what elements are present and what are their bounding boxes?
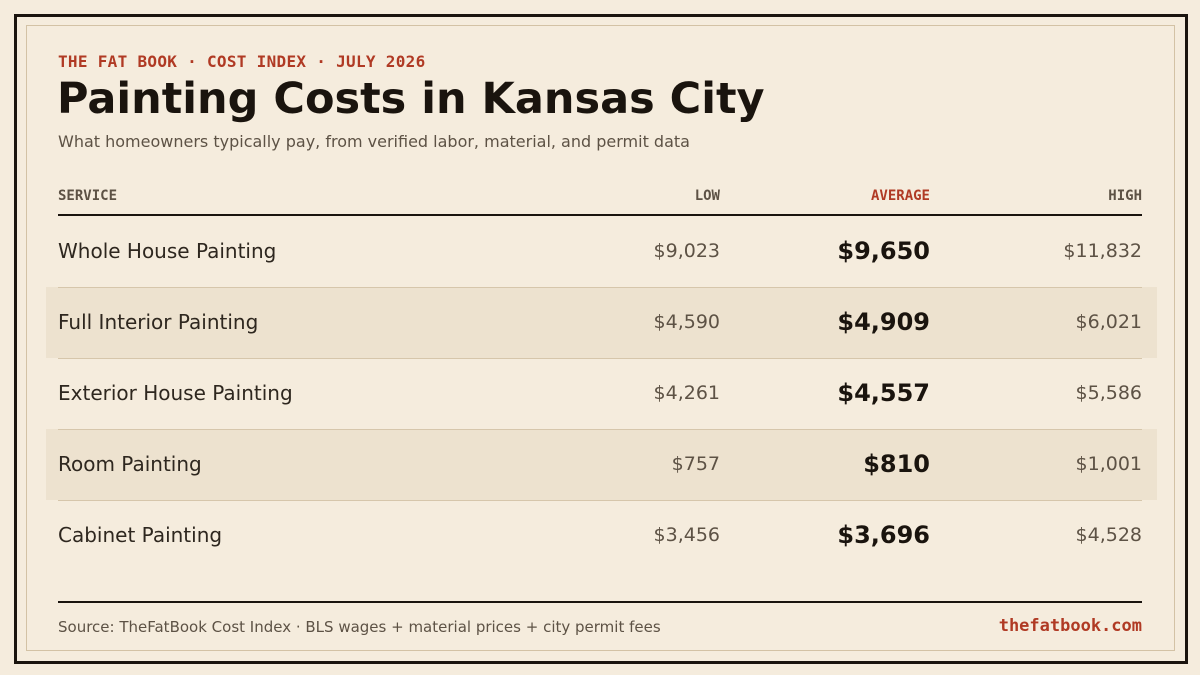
low-cost: $3,456 <box>653 524 720 546</box>
low-cost: $757 <box>671 453 720 475</box>
table-row: Exterior House Painting $4,261 $4,557 $5… <box>46 358 1157 429</box>
column-header-low: LOW <box>694 188 720 204</box>
table-row: Cabinet Painting $3,456 $3,696 $4,528 <box>46 500 1157 571</box>
high-cost: $1,001 <box>1075 453 1142 475</box>
average-cost: $9,650 <box>837 237 930 265</box>
column-header-high: HIGH <box>1108 188 1142 204</box>
service-name: Whole House Painting <box>58 239 277 263</box>
page-title: Painting Costs in Kansas City <box>57 74 765 124</box>
cost-table: Whole House Painting $9,023 $9,650 $11,8… <box>46 216 1157 571</box>
high-cost: $4,528 <box>1075 524 1142 546</box>
row-divider <box>58 358 1142 359</box>
table-row: Whole House Painting $9,023 $9,650 $11,8… <box>46 216 1157 287</box>
site-link[interactable]: thefatbook.com <box>998 616 1142 636</box>
high-cost: $6,021 <box>1075 311 1142 333</box>
service-name: Cabinet Painting <box>58 523 223 547</box>
table-row: Full Interior Painting $4,590 $4,909 $6,… <box>46 287 1157 358</box>
column-header-average: AVERAGE <box>870 188 930 204</box>
average-cost: $4,909 <box>837 308 930 336</box>
column-header-service: SERVICE <box>58 188 118 204</box>
average-cost: $3,696 <box>837 521 930 549</box>
service-name: Room Painting <box>58 452 202 476</box>
service-name: Full Interior Painting <box>58 310 259 334</box>
inner-frame <box>26 25 1175 651</box>
service-name: Exterior House Painting <box>58 381 293 405</box>
kicker: THE FAT BOOK · COST INDEX · JULY 2026 <box>58 52 426 71</box>
low-cost: $9,023 <box>653 240 720 262</box>
header-rule <box>58 214 1142 216</box>
table-row: Room Painting $757 $810 $1,001 <box>46 429 1157 500</box>
footer-rule <box>58 601 1142 603</box>
low-cost: $4,590 <box>653 311 720 333</box>
row-divider <box>58 287 1142 288</box>
row-divider <box>58 500 1142 501</box>
high-cost: $5,586 <box>1075 382 1142 404</box>
high-cost: $11,832 <box>1063 240 1142 262</box>
average-cost: $4,557 <box>837 379 930 407</box>
row-divider <box>58 429 1142 430</box>
subtitle: What homeowners typically pay, from veri… <box>58 132 690 151</box>
outer-frame <box>14 14 1188 664</box>
source-note: Source: TheFatBook Cost Index · BLS wage… <box>58 618 661 636</box>
average-cost: $810 <box>863 450 930 478</box>
low-cost: $4,261 <box>653 382 720 404</box>
